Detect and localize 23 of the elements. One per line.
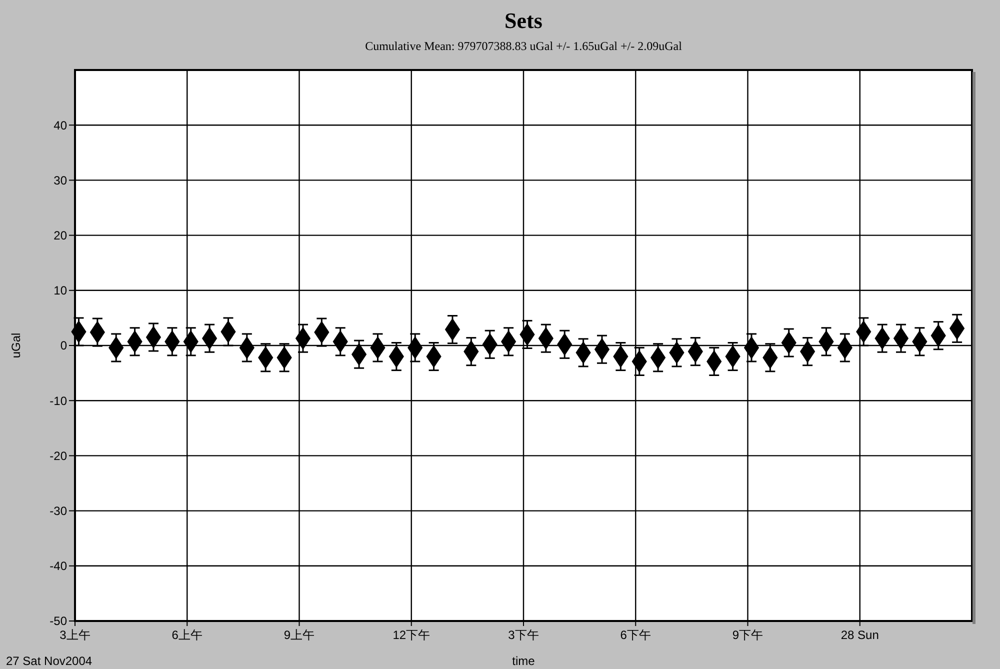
chart-subtitle: Cumulative Mean: 979707388.83 uGal +/- 1.65uGal +/- 2.09uGal [365, 39, 683, 53]
y-tick-label: 30 [54, 173, 68, 188]
x-tick-label: 3下午 [508, 628, 539, 642]
y-tick-label: 40 [54, 118, 68, 132]
y-tick-label: -20 [50, 448, 68, 463]
x-tick-label: 6上午 [172, 628, 202, 642]
x-axis-title: time [512, 654, 536, 668]
text: 27 Sat Nov2004 [6, 654, 92, 668]
y-tick-label: -40 [50, 559, 68, 574]
y-tick-label: 0 [60, 338, 68, 353]
y-tick-label: -30 [50, 504, 68, 518]
x-tick-label: 12下午 [392, 628, 430, 642]
x-tick-label: 9上午 [284, 628, 315, 642]
x-tick-label: 6下午 [620, 628, 651, 642]
x-tick-label: 28 Sun [840, 628, 879, 642]
y-tick-label: -50 [50, 614, 68, 628]
y-tick-label: -10 [50, 394, 68, 408]
y-axis-title: uGal [9, 332, 23, 358]
x-tick-label: 3上午 [60, 628, 90, 642]
y-tick-label: 10 [54, 284, 68, 298]
y-tick-label: 20 [54, 228, 68, 242]
chart-title: Sets [504, 8, 543, 33]
x-tick-label: 9下午 [732, 628, 764, 642]
